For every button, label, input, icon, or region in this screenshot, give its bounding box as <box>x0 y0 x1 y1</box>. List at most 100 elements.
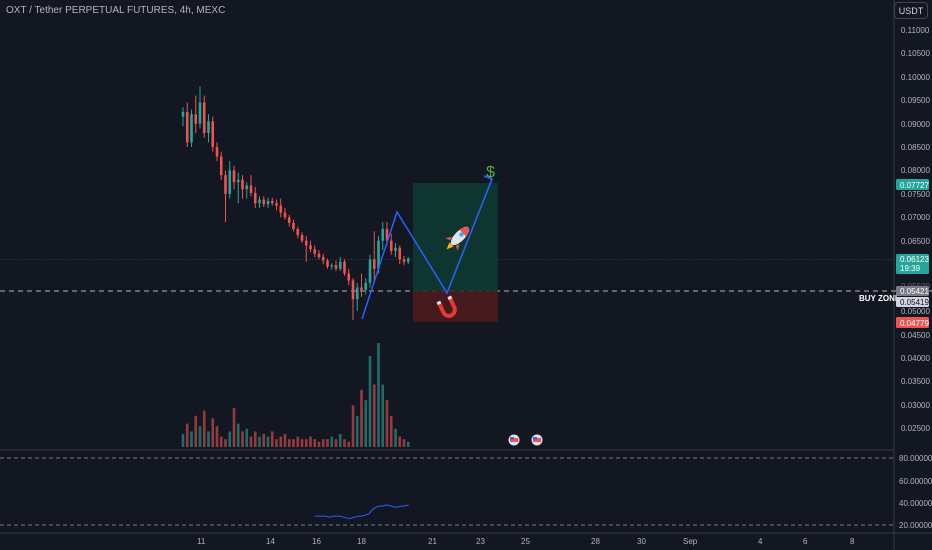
volume-group <box>181 343 410 447</box>
current-price-tag <box>896 254 929 274</box>
chart-title: OXT / Tether PERPETUAL FUTURES, 4h, MEXC <box>6 5 226 16</box>
candle-body <box>368 259 372 283</box>
price-tick: 0.08500 <box>901 143 930 152</box>
candle-body <box>258 199 261 204</box>
price-tick: 0.07000 <box>901 213 930 222</box>
candle-body <box>245 185 249 190</box>
volume-bar <box>300 439 304 447</box>
volume-bar <box>326 439 329 447</box>
candle-body <box>241 179 244 190</box>
rsi-tick: 20.00000 <box>899 521 932 530</box>
candle-body <box>287 217 291 223</box>
volume-bar <box>287 439 291 447</box>
price-tick: 0.04500 <box>901 331 930 340</box>
volume-bar <box>249 436 253 447</box>
volume-bar <box>190 431 193 447</box>
time-tick: 28 <box>591 537 600 546</box>
candle-body <box>296 229 300 236</box>
candle-body <box>292 222 295 229</box>
projection-path[interactable] <box>361 178 493 320</box>
candle-body <box>253 192 257 204</box>
price-tick: 0.09000 <box>901 120 930 129</box>
candle-body <box>351 280 355 300</box>
candle-body <box>338 261 342 269</box>
volume-bar <box>406 441 410 447</box>
volume-bar <box>181 434 185 447</box>
volume-bar <box>368 356 372 447</box>
time-tick: 25 <box>521 537 530 546</box>
time-tick: 14 <box>266 537 275 546</box>
price-axis[interactable]: 0.11000 0.10500 0.10000 0.09500 0.09000 … <box>901 26 930 433</box>
candle-body <box>330 265 334 267</box>
volume-bar <box>262 434 266 447</box>
candle-body <box>355 287 359 300</box>
candle-body <box>334 265 338 269</box>
volume-bar <box>275 439 278 447</box>
candle-body <box>321 257 325 261</box>
candle-body <box>228 170 232 194</box>
event-flag-icon[interactable] <box>531 434 543 446</box>
current-price-text: 0.06123 <box>900 255 929 264</box>
candle-body <box>215 147 219 157</box>
time-tick: 6 <box>803 537 808 546</box>
candle-body <box>283 212 287 218</box>
volume-bar <box>241 431 244 447</box>
volume-bar <box>402 439 406 447</box>
target-price-tag <box>896 179 929 190</box>
candle-body <box>313 249 317 254</box>
volume-bar <box>232 408 236 447</box>
candle-body <box>300 235 304 241</box>
volume-bar <box>292 439 295 447</box>
candle-body <box>232 170 236 183</box>
candle-body <box>389 240 393 252</box>
time-tick: 11 <box>197 537 206 546</box>
price-tick: 0.03500 <box>901 377 930 386</box>
volume-bar <box>296 436 300 447</box>
candle-body <box>224 175 227 194</box>
candle-body <box>326 260 329 267</box>
entry-price-text: 0.05421 <box>900 287 929 296</box>
candle-body <box>364 282 368 290</box>
volume-bar <box>343 439 346 447</box>
volume-bar <box>304 439 308 447</box>
buy-zone-label[interactable]: BUY ZONE <box>859 294 901 303</box>
price-tick: 0.09500 <box>901 96 930 105</box>
event-flag-icon[interactable] <box>508 434 520 446</box>
volume-bar <box>355 415 359 447</box>
volume-bar <box>372 384 376 447</box>
price-tick: 0.10500 <box>901 49 930 58</box>
price-tick: 0.10000 <box>901 73 930 82</box>
candle-body <box>402 259 406 262</box>
candles-group <box>181 86 410 321</box>
candle-body <box>198 102 202 124</box>
time-tick: 23 <box>476 537 485 546</box>
time-tick: 18 <box>357 537 366 546</box>
volume-bar <box>245 428 249 447</box>
price-tick: 0.06500 <box>901 237 930 246</box>
rocket-icon[interactable] <box>440 221 475 256</box>
volume-bar <box>236 423 240 447</box>
stop-price-tag <box>896 317 929 328</box>
candle-body <box>266 200 270 205</box>
time-tick: 8 <box>850 537 855 546</box>
volume-bar <box>351 405 355 447</box>
volume-bar <box>207 431 210 447</box>
candle-body <box>304 240 308 246</box>
magnet-icon[interactable] <box>436 295 460 321</box>
candle-body <box>219 156 223 176</box>
candle-body <box>279 205 283 213</box>
time-axis[interactable]: 11 14 16 18 21 23 25 28 30 Sep 4 6 8 <box>197 537 855 546</box>
candle-body <box>275 203 278 206</box>
candle-body <box>249 185 253 193</box>
candle-body <box>185 111 189 143</box>
candle-body <box>347 273 351 281</box>
dollar-sign-annotation[interactable]: $ <box>486 164 495 181</box>
price-tick: 0.03000 <box>901 401 930 410</box>
volume-bar <box>364 400 368 447</box>
rsi-tick: 60.00000 <box>899 477 932 486</box>
countdown-text: 19:39 <box>900 264 921 273</box>
time-tick: 4 <box>758 537 763 546</box>
volume-bar <box>398 436 402 447</box>
candle-body <box>398 247 402 260</box>
